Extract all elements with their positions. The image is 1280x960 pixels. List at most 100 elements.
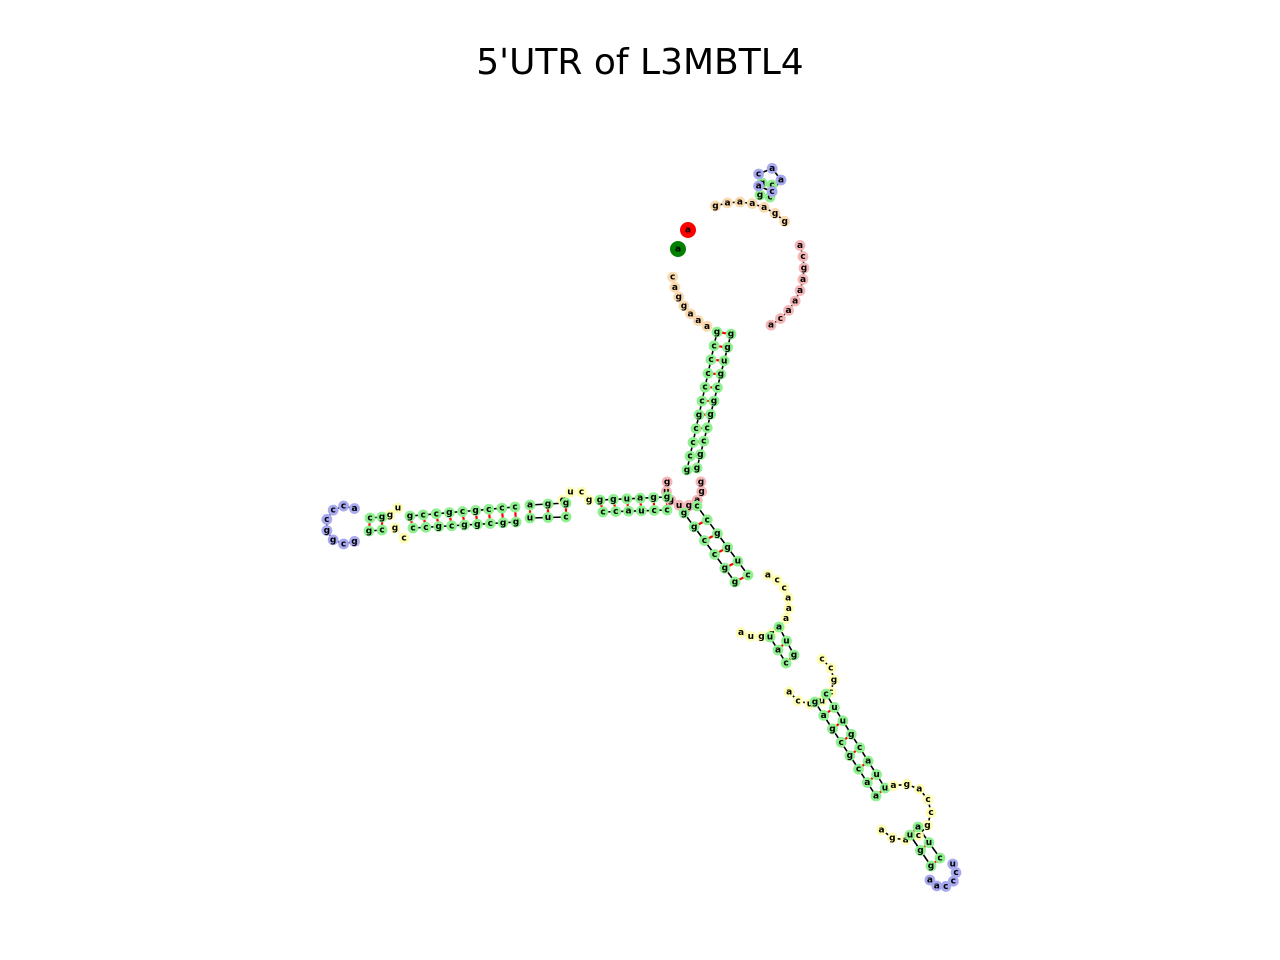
nucleotide-circle: [844, 750, 856, 762]
nucleotide-letter: g: [711, 397, 717, 407]
nucleotide-letter: g: [831, 676, 837, 686]
nucleotide-left-stem-3-b-99: g: [433, 521, 445, 532]
nucleotide-letter: c: [705, 515, 710, 525]
nucleotide-left-stem-1-b-71: a: [623, 505, 634, 517]
nucleotide-right-interior-1-140: a: [735, 627, 747, 638]
nucleotide-right-interior-3-180: a: [876, 824, 887, 835]
nucleotide-letter: g: [691, 522, 697, 532]
nucleotide-central-stem-b-45: u: [718, 355, 730, 366]
nucleotide-circle: [742, 569, 754, 581]
nucleotide-layer: aaaggacacaaaagcaggaaaagggccacaacgcccccgc…: [321, 163, 962, 892]
nucleotide-letter: c: [774, 576, 779, 586]
nucleotide-left-stem-3-a-88: c: [457, 506, 468, 517]
nucleotide-letter: g: [714, 529, 720, 539]
nucleotide-left-hairpin-loop-116: c: [338, 538, 349, 549]
nucleotide-letter: a: [934, 881, 940, 891]
nucleotide-letter: u: [395, 504, 401, 514]
nucleotide-letter: g: [917, 846, 923, 856]
nucleotide-left-stem-1-b-72: c: [610, 506, 622, 517]
nucleotide-left-stem-2-b-81: c: [560, 511, 572, 523]
nucleotide-letter: u: [819, 696, 825, 706]
nucleotide-circle: [888, 780, 899, 792]
chart-title: 5'UTR of L3MBTL4: [476, 42, 804, 83]
nucleotide-letter: a: [768, 321, 774, 331]
nucleotide-five-prime-tail-4: g: [673, 291, 685, 302]
terminal-marker-layer: aa: [670, 222, 696, 257]
nucleotide-letter: g: [757, 191, 763, 201]
nucleotide-upper-loop-13: g: [798, 262, 810, 274]
nucleotide-circle: [705, 354, 717, 365]
nucleotide-left-stem-3-b-97: g: [459, 519, 470, 531]
nucleotide-letter: g: [801, 264, 807, 274]
nucleotide-circle: [780, 657, 792, 669]
nucleotide-circle: [608, 494, 619, 505]
nucleotide-circle: [597, 506, 609, 518]
nucleotide-right-interior-1-130: a: [762, 569, 774, 580]
nucleotide-letter: u: [840, 716, 846, 726]
nucleotide-letter: c: [712, 550, 717, 560]
nucleotide-letter: c: [330, 506, 335, 516]
nucleotide-circle: [797, 274, 809, 285]
nucleotide-circle: [829, 702, 840, 713]
nucleotide-five-prime-tail-0: a: [701, 320, 713, 332]
nucleotide-left-stem-3-a-90: c: [430, 508, 442, 519]
nucleotide-circle: [722, 542, 733, 553]
nucleotide-letter: g: [889, 833, 895, 843]
nucleotide-left-interior-2-102: u: [392, 502, 404, 514]
nucleotide-circle: [610, 506, 622, 517]
nucleotide-right-stem-4-b-185: g: [915, 845, 926, 856]
nucleotide-circle: [709, 549, 720, 560]
nucleotide-circle: [913, 783, 925, 795]
nucleotide-right-stem-1-b-128: u: [732, 555, 744, 567]
nucleotide-circle: [788, 649, 800, 661]
nucleotide-circle: [715, 368, 727, 380]
nucleotide-right-interior-3-177: c: [912, 829, 924, 841]
nucleotide-letter: c: [434, 509, 439, 519]
nucleotide-circle: [758, 201, 770, 213]
start-marker-letter: a: [675, 245, 681, 255]
nucleotide-letter: g: [686, 501, 692, 511]
nucleotide-letter: a: [776, 623, 782, 633]
nucleotide-letter: g: [707, 410, 713, 420]
nucleotide-circle: [879, 782, 891, 794]
three-prime-end-marker: [680, 222, 696, 238]
nucleotide-circle: [837, 715, 849, 727]
nucleotide-circle: [524, 499, 536, 511]
nucleotide-letter: u: [807, 700, 813, 710]
nucleotide-five-prime-tail-2: a: [685, 308, 696, 319]
nucleotide-right-interior-1-134: a: [783, 602, 795, 614]
nucleotide-letter: g: [366, 527, 372, 537]
nucleotide-letter: g: [379, 513, 385, 523]
nucleotide-circle: [745, 631, 757, 642]
nucleotide-circle: [483, 503, 495, 515]
nucleotide-circle: [825, 662, 837, 674]
nucleotide-circle: [667, 271, 679, 283]
nucleotide-circle: [775, 313, 786, 324]
nucleotide-circle: [321, 513, 333, 525]
nucleotide-right-stem-2-a-142: u: [781, 635, 792, 647]
nucleotide-top-hairpin-loop-28: c: [766, 186, 778, 197]
nucleotide-letter: u: [676, 501, 682, 511]
nucleotide-right-interior-1-131: c: [771, 574, 783, 586]
nucleotide-letter: a: [786, 604, 792, 614]
nucleotide-letter: u: [950, 860, 956, 870]
nucleotide-upper-top-17: g: [769, 207, 781, 219]
nucleotide-letter: c: [699, 397, 704, 407]
nucleotide-circle: [623, 505, 634, 517]
nucleotide-right-stem-3-a-157: u: [837, 715, 849, 727]
nucleotide-circle: [708, 340, 720, 352]
nucleotide-letter: g: [586, 496, 592, 506]
nucleotide-letter: a: [687, 309, 693, 319]
nucleotide-circle: [746, 198, 758, 209]
nucleotide-circle: [756, 631, 767, 643]
nucleotide-upper-top-22: g: [710, 200, 721, 211]
nucleotide-circle: [685, 308, 696, 320]
nucleotide-left-stem-1-b-70: u: [636, 505, 647, 516]
nucleotide-letter: a: [797, 241, 803, 251]
nucleotide-letter: a: [916, 785, 922, 795]
nucleotide-right-stem-1-b-127: g: [722, 542, 733, 553]
nucleotide-circle: [691, 500, 703, 512]
nucleotide-central-stem-a-37: c: [696, 395, 708, 407]
nucleotide-letter: c: [449, 521, 454, 531]
nucleotide-letter: a: [737, 198, 743, 208]
